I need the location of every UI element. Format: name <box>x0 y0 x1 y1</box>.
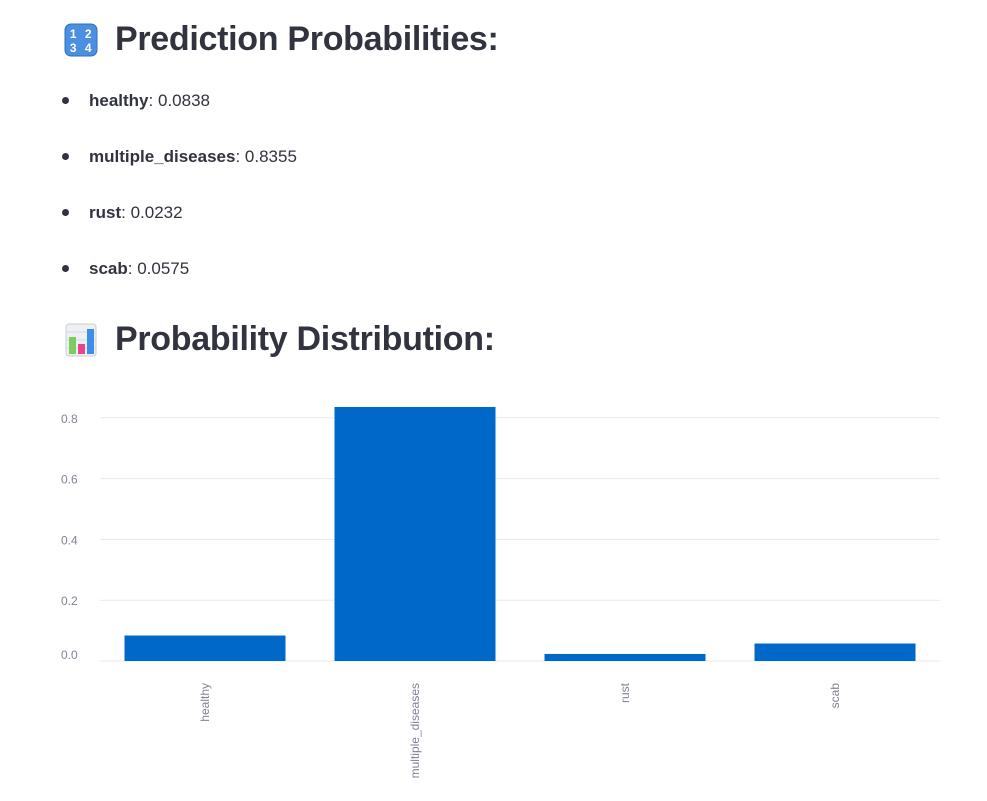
y-tick-label: 0.2 <box>61 594 78 608</box>
class-label: healthy <box>89 91 149 110</box>
x-tick-label: scab <box>828 683 842 709</box>
bar-chart-icon <box>65 323 97 356</box>
bullet-icon <box>62 265 69 272</box>
x-tick-label: rust <box>618 682 632 703</box>
bullet-icon <box>62 209 69 216</box>
bar-rust[interactable] <box>544 653 706 661</box>
class-probability: 0.0575 <box>137 259 190 278</box>
bullet-icon <box>62 97 69 104</box>
bar-multiple_diseases[interactable] <box>334 407 496 661</box>
section-title: Prediction Probabilities: <box>115 20 499 58</box>
list-item: multiple_diseases: 0.8355 <box>62 138 297 194</box>
probability-bar-chart: 0.0 0.2 0.4 0.6 0.8 healthy multiple_diseases… <box>61 407 940 778</box>
class-probability: 0.0838 <box>157 91 210 110</box>
svg-text:1: 1 <box>70 27 77 41</box>
probability-distribution-heading: Probability Distribution: <box>64 320 495 359</box>
class-probability: 0.0232 <box>130 203 183 222</box>
svg-text:4: 4 <box>85 41 92 55</box>
svg-text:2: 2 <box>85 27 92 41</box>
section-title: Probability Distribution: <box>115 320 495 358</box>
list-item: healthy: 0.0838 <box>62 82 297 138</box>
class-label: scab <box>89 259 128 278</box>
x-axis-ticks: healthy multiple_diseases rust scab <box>198 682 842 778</box>
probability-list: healthy: 0.0838 multiple_diseases: 0.835… <box>62 82 297 306</box>
bar-healthy[interactable] <box>124 635 286 661</box>
list-item: rust: 0.0232 <box>62 194 297 250</box>
y-axis-ticks: 0.0 0.2 0.4 0.6 0.8 <box>61 412 78 662</box>
bar-scab[interactable] <box>754 643 916 661</box>
y-tick-label: 0.8 <box>61 412 78 426</box>
x-tick-label: healthy <box>198 683 212 722</box>
bars <box>124 407 916 661</box>
y-tick-label: 0.4 <box>61 533 78 547</box>
x-tick-label: multiple_diseases <box>408 683 422 778</box>
y-tick-label: 0.0 <box>61 648 78 662</box>
list-item: scab: 0.0575 <box>62 250 297 306</box>
bullet-icon <box>62 153 69 160</box>
input-numbers-icon: 1 2 3 4 <box>64 23 98 56</box>
gridlines <box>100 417 940 662</box>
y-tick-label: 0.6 <box>61 473 78 487</box>
class-probability: 0.8355 <box>244 147 297 166</box>
prediction-probabilities-heading: 1 2 3 4 Prediction Probabilities: <box>64 20 499 59</box>
svg-text:3: 3 <box>70 41 77 55</box>
class-label: multiple_diseases <box>89 147 236 166</box>
class-label: rust <box>89 203 122 222</box>
